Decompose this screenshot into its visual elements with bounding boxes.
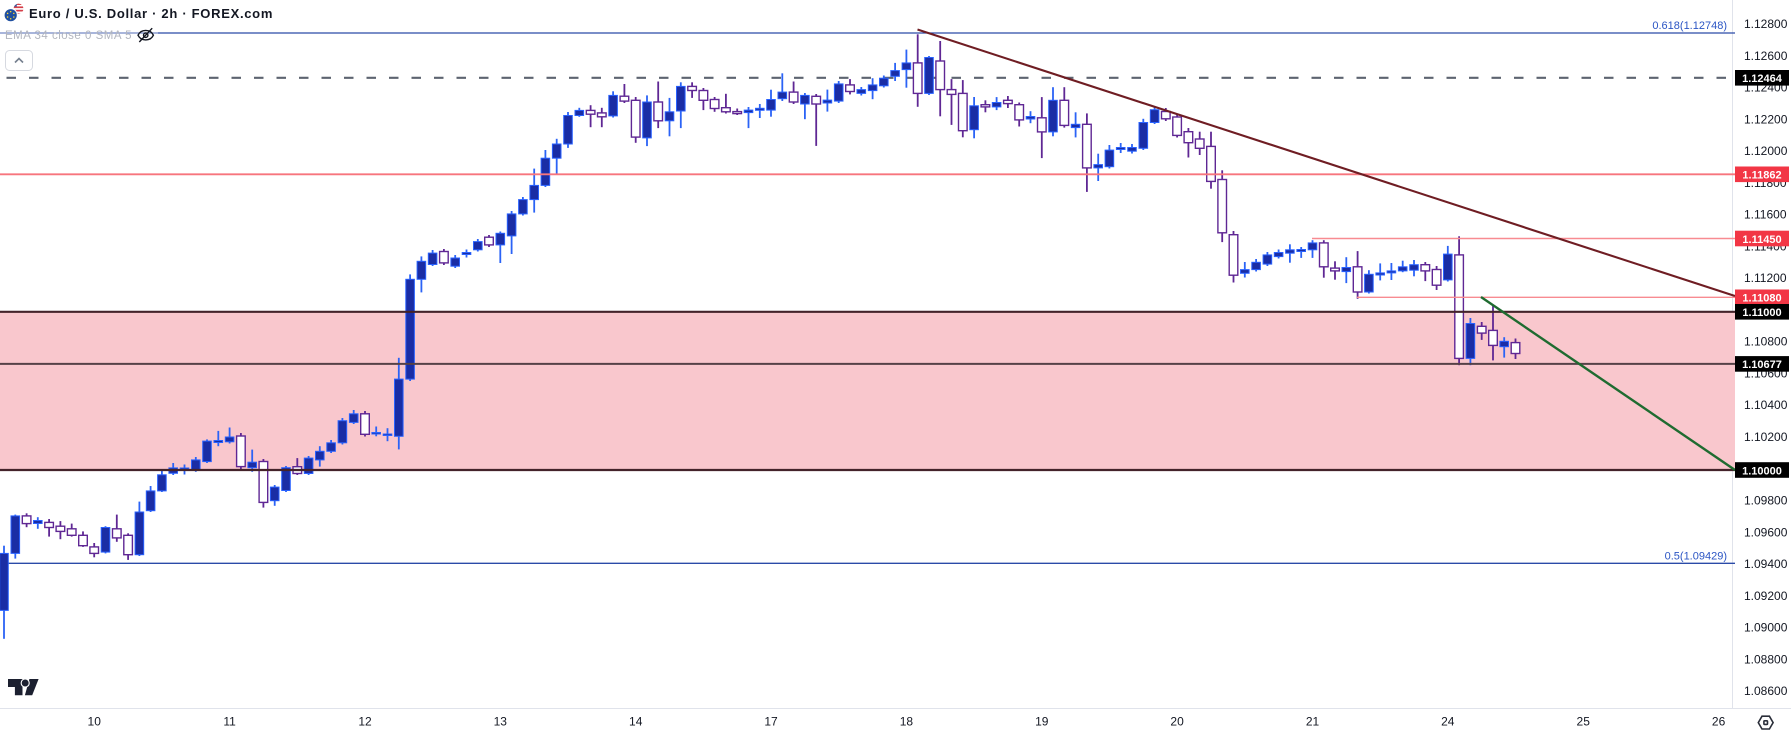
svg-text:18: 18 bbox=[900, 715, 914, 729]
svg-text:1.12800: 1.12800 bbox=[1744, 17, 1788, 31]
svg-text:1.08800: 1.08800 bbox=[1744, 652, 1788, 666]
svg-text:20: 20 bbox=[1170, 715, 1184, 729]
svg-text:24: 24 bbox=[1441, 715, 1455, 729]
svg-text:1.12000: 1.12000 bbox=[1744, 144, 1788, 158]
svg-text:14: 14 bbox=[629, 715, 643, 729]
svg-text:11: 11 bbox=[223, 715, 236, 729]
svg-text:21: 21 bbox=[1306, 715, 1320, 729]
svg-text:0.5(1.09429): 0.5(1.09429) bbox=[1665, 551, 1727, 563]
svg-text:19: 19 bbox=[1035, 715, 1049, 729]
svg-text:1.08600: 1.08600 bbox=[1744, 684, 1788, 698]
svg-text:0.618(1.12748): 0.618(1.12748) bbox=[1652, 20, 1727, 32]
svg-text:25: 25 bbox=[1577, 715, 1591, 729]
svg-text:1.10200: 1.10200 bbox=[1744, 430, 1788, 444]
svg-text:1.09600: 1.09600 bbox=[1744, 525, 1788, 539]
svg-text:1.11200: 1.11200 bbox=[1744, 271, 1787, 285]
svg-text:12: 12 bbox=[358, 715, 372, 729]
svg-text:1.11862: 1.11862 bbox=[1742, 170, 1781, 182]
svg-text:26: 26 bbox=[1712, 715, 1726, 729]
svg-text:1.09200: 1.09200 bbox=[1744, 589, 1788, 603]
svg-text:10: 10 bbox=[88, 715, 102, 729]
svg-text:1.12200: 1.12200 bbox=[1744, 113, 1788, 127]
svg-text:1.12600: 1.12600 bbox=[1744, 49, 1788, 63]
svg-text:Euro / U.S. Dollar · 2h · FORE: Euro / U.S. Dollar · 2h · FOREX.com bbox=[29, 6, 273, 21]
svg-text:1.10000: 1.10000 bbox=[1742, 465, 1782, 477]
svg-text:1.10677: 1.10677 bbox=[1742, 359, 1782, 371]
svg-text:1.09800: 1.09800 bbox=[1744, 494, 1788, 508]
svg-text:1.09000: 1.09000 bbox=[1744, 621, 1788, 635]
svg-text:EMA 34 close 0 SMA 5: EMA 34 close 0 SMA 5 bbox=[5, 30, 132, 42]
svg-text:1.10800: 1.10800 bbox=[1744, 335, 1788, 349]
svg-text:1.11080: 1.11080 bbox=[1742, 293, 1781, 305]
svg-text:13: 13 bbox=[494, 715, 508, 729]
svg-text:1.09400: 1.09400 bbox=[1744, 557, 1788, 571]
svg-text:1.11600: 1.11600 bbox=[1744, 208, 1787, 222]
svg-text:1.11450: 1.11450 bbox=[1742, 234, 1781, 246]
svg-text:1.12464: 1.12464 bbox=[1742, 73, 1783, 85]
svg-text:1.10400: 1.10400 bbox=[1744, 398, 1788, 412]
svg-text:17: 17 bbox=[764, 715, 778, 729]
svg-text:1.11000: 1.11000 bbox=[1742, 307, 1781, 319]
